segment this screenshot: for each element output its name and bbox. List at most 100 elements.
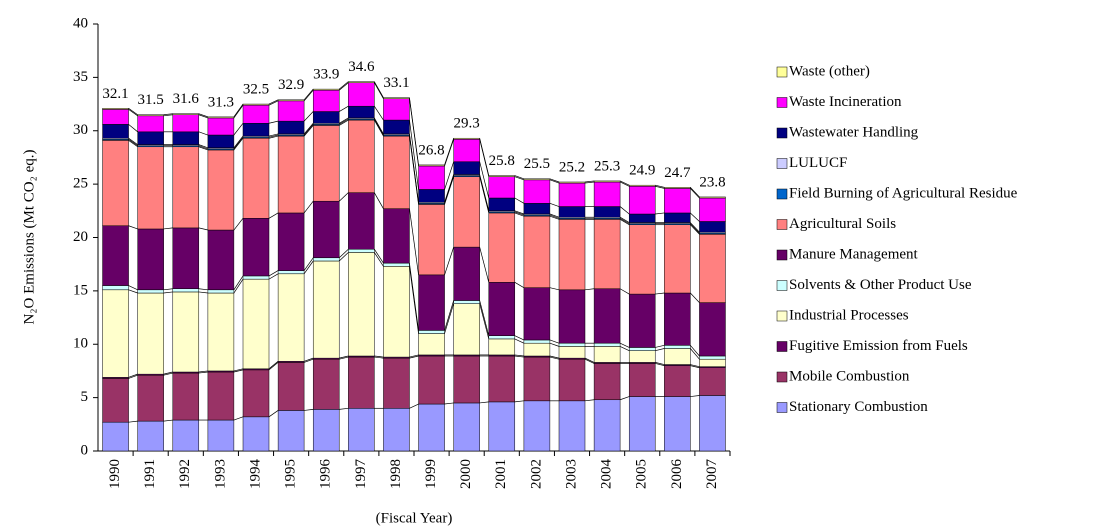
bar-segment xyxy=(312,409,340,452)
bar-segment xyxy=(593,180,621,183)
connector xyxy=(690,224,700,235)
connector xyxy=(303,123,314,135)
connector xyxy=(338,192,349,202)
bar-segment xyxy=(207,117,235,136)
connector xyxy=(304,409,314,411)
legend-label: Stationary Combustion xyxy=(789,399,928,415)
x-tick-label: 1991 xyxy=(142,459,158,489)
bar-segment xyxy=(102,378,129,423)
connector xyxy=(374,252,384,267)
connector xyxy=(163,288,173,291)
connector xyxy=(690,188,700,199)
bar-segment xyxy=(383,119,410,135)
bar-segment xyxy=(628,186,656,215)
connector xyxy=(690,292,700,303)
bar-segment xyxy=(137,146,164,230)
y-tick-label: 40 xyxy=(73,15,88,31)
bar-segment xyxy=(312,89,340,112)
bar-segment xyxy=(277,270,305,275)
connector xyxy=(303,125,314,137)
bar-segment xyxy=(207,419,235,452)
bar-segment xyxy=(383,357,410,409)
bar-segment xyxy=(699,355,726,360)
total-label: 23.8 xyxy=(699,174,725,190)
bar-segment xyxy=(242,278,270,370)
bar-segment xyxy=(137,228,164,291)
bar-segment xyxy=(628,184,656,187)
connector xyxy=(268,99,279,105)
connector xyxy=(690,395,700,397)
connector xyxy=(128,140,138,148)
legend-label: Industrial Processes xyxy=(789,307,909,323)
connector xyxy=(374,118,384,136)
bar-segment xyxy=(453,161,480,175)
bar-segment xyxy=(664,345,691,349)
connector xyxy=(584,399,595,402)
connector xyxy=(233,104,244,119)
connector xyxy=(163,419,173,422)
connector xyxy=(338,252,349,262)
bar-segment xyxy=(664,365,691,397)
connector xyxy=(514,176,525,181)
bar-segment xyxy=(102,285,129,291)
bar-segment xyxy=(312,88,340,91)
connector xyxy=(690,212,700,222)
x-tick-label: 1993 xyxy=(212,459,228,489)
bar-segment xyxy=(523,339,551,344)
connector xyxy=(339,105,349,112)
connector xyxy=(268,133,279,137)
bar-segment xyxy=(593,399,621,452)
connector xyxy=(163,113,173,116)
x-tick-label: 2004 xyxy=(599,459,615,490)
bar-segment xyxy=(277,100,305,122)
bar-segment xyxy=(102,140,129,227)
bar-segment xyxy=(312,358,340,410)
legend-swatch xyxy=(776,249,788,261)
connector xyxy=(409,403,419,409)
connector xyxy=(198,144,209,149)
connector xyxy=(339,119,349,126)
connector xyxy=(303,89,314,102)
connector xyxy=(444,161,454,190)
connector xyxy=(374,82,384,99)
connector xyxy=(233,278,244,294)
bar-segment xyxy=(242,104,270,124)
bar-segment xyxy=(453,402,480,452)
connector xyxy=(584,181,595,184)
bar-segment xyxy=(699,196,726,199)
connector xyxy=(409,133,419,203)
bar-segment xyxy=(207,371,235,421)
total-label: 32.1 xyxy=(102,86,128,102)
connector xyxy=(444,246,454,275)
bar-segment xyxy=(558,346,586,359)
connector xyxy=(549,342,560,347)
connector xyxy=(128,108,138,116)
connector xyxy=(690,364,700,368)
y-tick-label: 10 xyxy=(73,336,88,352)
connector xyxy=(233,369,244,373)
legend-swatch xyxy=(776,371,788,383)
bar-segment xyxy=(172,372,200,421)
total-label: 33.1 xyxy=(383,75,409,91)
connector xyxy=(584,357,595,363)
connector xyxy=(128,374,138,379)
connector xyxy=(409,120,419,190)
connector xyxy=(479,138,490,176)
bar-segment xyxy=(137,374,164,422)
connector xyxy=(374,81,384,98)
connector xyxy=(619,396,630,401)
connector xyxy=(198,370,208,373)
connector xyxy=(198,131,209,136)
bar-segment xyxy=(628,363,656,397)
connector xyxy=(444,138,454,166)
connector xyxy=(339,407,349,410)
bar-segment xyxy=(277,120,305,135)
bar-segment xyxy=(699,302,726,357)
connector xyxy=(619,217,630,224)
bar-segment xyxy=(453,300,480,304)
connector xyxy=(268,273,279,280)
connector xyxy=(128,289,138,294)
bar-segment xyxy=(242,218,270,277)
connector xyxy=(268,135,279,139)
